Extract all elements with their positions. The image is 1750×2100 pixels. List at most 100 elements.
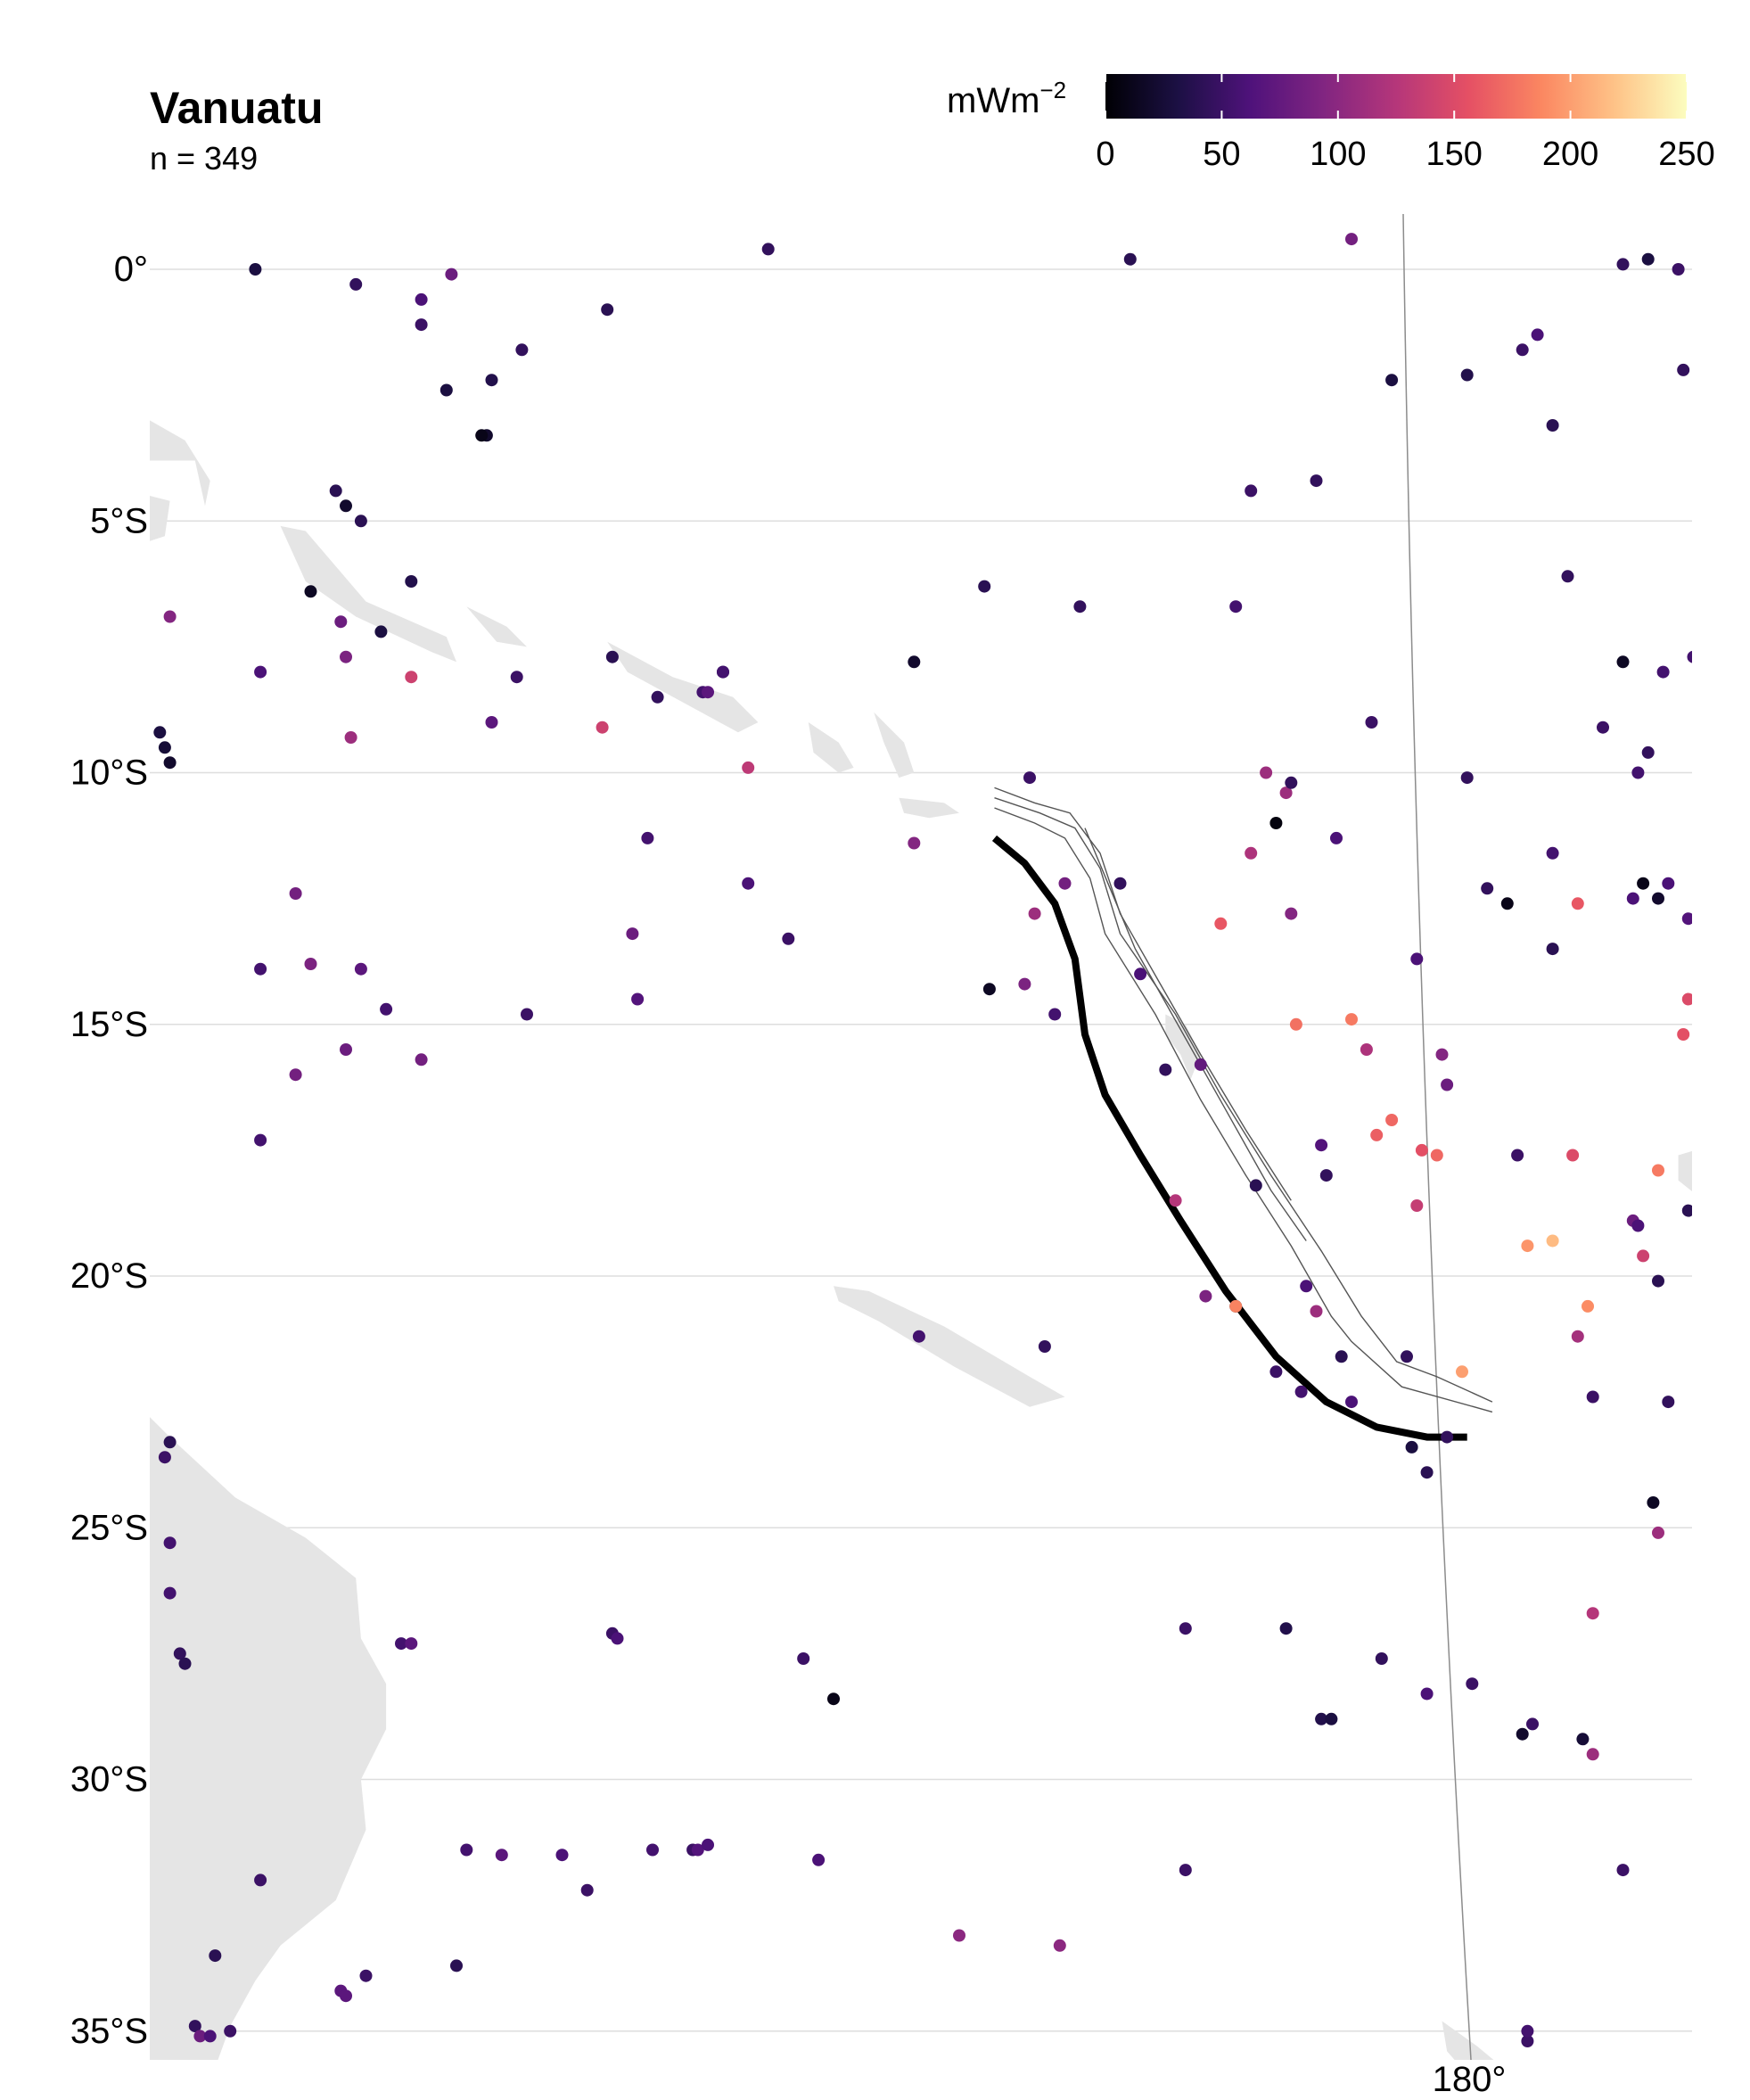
heat-flow-point (209, 1949, 222, 1963)
heat-flow-point (1546, 943, 1559, 956)
heat-flow-point (1677, 363, 1690, 376)
heat-flow-point (797, 1652, 810, 1665)
heat-flow-point (1631, 1219, 1645, 1232)
heat-flow-point (1576, 1733, 1590, 1746)
heat-flow-point (953, 1929, 965, 1942)
heat-flow-point (1637, 1249, 1650, 1263)
heat-flow-point (1546, 846, 1559, 860)
heat-flow-point (1738, 741, 1750, 754)
heat-flow-point (254, 962, 267, 976)
heat-flow-point (1566, 1149, 1580, 1162)
heat-flow-point (415, 318, 428, 332)
heat-flow-point (1134, 968, 1147, 981)
heat-flow-point (173, 1647, 186, 1660)
heat-flow-point (1561, 570, 1574, 583)
slab-contour (1084, 828, 1307, 1241)
heat-flow-point (1516, 1727, 1529, 1741)
heat-flow-point (1401, 1350, 1413, 1363)
heat-flow-point (1159, 1063, 1172, 1076)
latitude-label: 20°S (70, 1256, 148, 1296)
heat-flow-point (1616, 655, 1630, 669)
heat-flow-point (1616, 1864, 1630, 1877)
heat-flow-point (605, 650, 619, 663)
heat-flow-point (440, 383, 453, 397)
heat-flow-point (1279, 1622, 1293, 1635)
heat-flow-point (651, 690, 664, 704)
heat-flow-point (1410, 952, 1424, 966)
heat-flow-point (1637, 877, 1650, 890)
heat-flow-point (354, 962, 367, 976)
map-subtitle: n = 349 (150, 140, 259, 177)
heat-flow-point (1652, 892, 1664, 905)
heat-flow-point (1681, 992, 1692, 1006)
heat-flow-point (254, 1133, 267, 1147)
heat-flow-point (1466, 1677, 1479, 1691)
heat-flow-point (1113, 877, 1127, 890)
heat-flow-point (1707, 937, 1720, 950)
legend-title: mWm−2 (947, 78, 1066, 119)
heat-flow-point (1652, 1526, 1664, 1539)
axis-labels: 0° 5°S 10°S 15°S 20°S 25°S 30°S 35°S 180° (70, 250, 1507, 2099)
heat-flow-point (1571, 897, 1584, 910)
heat-flow-point (163, 1536, 177, 1550)
heat-flow-point (304, 958, 317, 970)
heat-flow-point (1169, 1194, 1182, 1207)
heat-flow-point (224, 2024, 237, 2038)
heat-flow-point (1435, 1048, 1449, 1061)
heat-flow-point (1652, 1274, 1664, 1288)
heat-flow-point (1430, 1149, 1443, 1162)
heat-flow-point (1053, 1939, 1066, 1952)
heat-flow-point (978, 580, 991, 593)
land-polygon (808, 722, 854, 773)
heat-flow-point (249, 263, 262, 276)
colorbar-tick-label: 250 (1658, 136, 1714, 173)
heat-flow-point (1546, 1234, 1559, 1248)
heat-flow-point (1370, 1128, 1384, 1141)
heat-flow-point (485, 716, 498, 729)
heat-flow-point (1586, 1748, 1599, 1761)
heat-flow-point (395, 1637, 407, 1651)
heat-flow-point (340, 499, 352, 513)
heat-flow-point (596, 721, 609, 734)
latitude-label: 10°S (70, 754, 148, 793)
map-title: Vanuatu (150, 83, 324, 133)
heat-flow-point (1415, 1143, 1428, 1157)
heat-flow-point (1582, 1299, 1594, 1313)
heat-flow-point (354, 515, 367, 528)
heat-flow-point (1420, 1687, 1434, 1701)
heat-flow-point (1335, 1350, 1348, 1363)
latitude-label: 5°S (90, 501, 148, 540)
heat-flow-point (1526, 1717, 1539, 1731)
latitude-label: 0° (114, 250, 148, 289)
latitude-label: 30°S (70, 1760, 148, 1799)
heat-flow-point (1713, 1980, 1725, 1992)
colorbar (1105, 74, 1687, 119)
heat-flow-point (1521, 2035, 1534, 2047)
slab-contour (994, 807, 1493, 1413)
heat-flow-point (1260, 766, 1273, 779)
heat-flow-point (193, 2030, 207, 2043)
slab-contour (994, 797, 1493, 1403)
heat-flow-point (475, 429, 489, 442)
heat-flow-point (1707, 721, 1720, 734)
heat-flow-point (1179, 1864, 1192, 1877)
heat-flow-point (254, 1874, 267, 1887)
latitude-label: 35°S (70, 2012, 148, 2051)
heat-flow-point (1616, 258, 1630, 271)
colorbar-tick-label: 0 (1096, 136, 1114, 173)
heat-flow-point (702, 686, 714, 699)
heat-flow-point (580, 1883, 594, 1897)
heat-flow-point (742, 877, 755, 890)
land-polygon (150, 496, 170, 541)
heat-flow-point (1460, 368, 1474, 382)
heat-flow-point (1511, 1149, 1524, 1162)
heat-flow-point (380, 1002, 393, 1016)
heat-flow-point (1038, 1340, 1051, 1353)
heat-flow-point (908, 836, 921, 850)
heat-flow-point (1597, 721, 1609, 734)
heat-flow-point (1702, 465, 1714, 477)
heat-flow-point (485, 374, 498, 387)
heat-flow-point (460, 1843, 473, 1857)
heat-flow-point (163, 1436, 177, 1449)
heat-flow-point (153, 726, 167, 739)
